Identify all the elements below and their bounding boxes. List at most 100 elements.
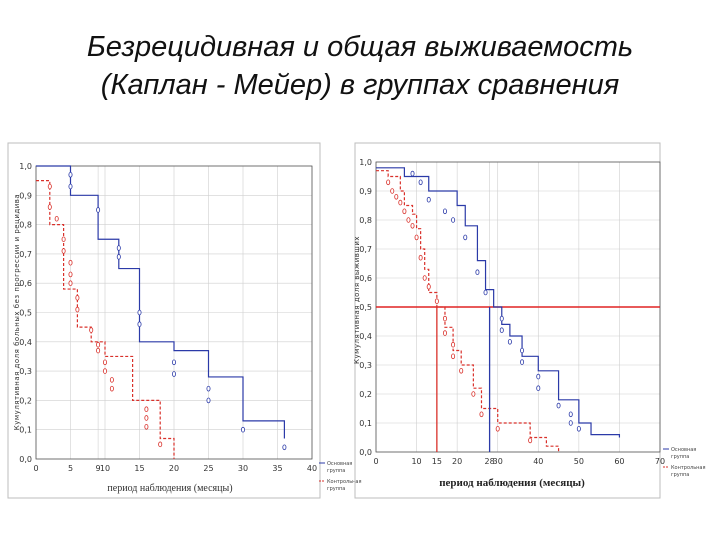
- slide-title: Безрецидивная и общая выживаемость (Капл…: [0, 28, 720, 104]
- series-line-main-group: [36, 165, 285, 439]
- y-tick-label: 0,6: [19, 279, 32, 288]
- y-tick-label: 0,7: [19, 250, 32, 259]
- censor-mark: [475, 269, 480, 276]
- x-tick-label: 9: [96, 464, 101, 473]
- y-tick-label: 0,5: [19, 309, 32, 318]
- x-axis-label: период наблюдения (месяцы): [439, 477, 585, 489]
- legend-label: Контрольная: [671, 465, 706, 471]
- censor-mark: [61, 248, 66, 254]
- censor-mark: [75, 295, 80, 301]
- censor-mark: [536, 385, 541, 392]
- legend-label: группа: [671, 454, 689, 460]
- censor-mark: [576, 425, 581, 432]
- y-tick-label: 0,0: [359, 448, 372, 457]
- censor-mark: [116, 254, 121, 260]
- censor-mark: [471, 391, 476, 397]
- censor-mark: [536, 373, 541, 380]
- censor-mark: [171, 371, 176, 377]
- censor-mark: [528, 437, 533, 444]
- x-tick-label: 40: [533, 457, 543, 466]
- censor-mark: [61, 236, 66, 243]
- x-tick-label: 28: [485, 457, 495, 466]
- series-line-control-group: [36, 180, 175, 459]
- y-tick-label: 0,8: [19, 221, 32, 230]
- legend-label: Контрольная: [327, 479, 362, 485]
- y-tick-label: 1,0: [359, 158, 372, 167]
- censor-mark: [410, 170, 415, 177]
- legend-label: Основная: [327, 461, 352, 467]
- slide-title-line-2: (Каплан - Мейер) в группах сравнения: [100, 69, 620, 101]
- censor-mark: [442, 315, 447, 322]
- slide-title-line-1: Безрецидивная и общая выживаемость: [86, 31, 634, 63]
- x-tick-label: 50: [574, 457, 584, 466]
- x-tick-label: 15: [432, 457, 442, 466]
- censor-mark: [390, 188, 395, 194]
- censor-mark: [499, 315, 504, 322]
- censor-mark: [398, 199, 403, 206]
- x-tick-label: 35: [272, 464, 282, 473]
- x-tick-label: 25: [203, 464, 213, 473]
- x-tick-label: 40: [307, 464, 317, 473]
- x-tick-label: 20: [452, 457, 462, 466]
- chart-2: 0,0 0,1 0,2 0,3 0,4 0,5 0,6 0,7 0,8 0,9 1,0 0 10 15 20…: [353, 142, 706, 499]
- chart-1: 0,0 0,1 0,2 0,3 0,4 0,5 0,6 0,7 0,8 0,9 1,0 0 5 9 10 15…: [7, 142, 362, 499]
- y-tick-label: 0,9: [19, 191, 32, 200]
- censor-mark: [96, 341, 101, 348]
- chart-panel-frame: [354, 142, 661, 499]
- x-tick-label: 10: [100, 464, 110, 473]
- x-axis-label: период наблюдения (месяцы): [107, 483, 232, 494]
- censor-mark: [54, 215, 59, 222]
- censor-mark: [459, 367, 464, 374]
- censor-mark: [89, 327, 94, 333]
- censor-mark: [568, 411, 573, 418]
- x-tick-label: 15: [134, 464, 144, 473]
- censor-mark: [144, 406, 149, 412]
- censor-mark: [442, 208, 447, 215]
- y-tick-label: 0,0: [19, 455, 32, 464]
- censor-mark: [434, 298, 439, 305]
- censor-mark: [240, 426, 245, 433]
- censor-mark: [103, 359, 108, 366]
- chart-panel-frame: [7, 142, 321, 499]
- y-tick-label: 0,8: [359, 216, 372, 225]
- censor-mark: [414, 234, 419, 241]
- y-tick-label: 0,5: [359, 303, 372, 312]
- censor-mark: [495, 425, 500, 432]
- censor-mark: [144, 415, 149, 421]
- censor-mark: [116, 245, 121, 251]
- censor-mark: [410, 223, 415, 229]
- y-tick-label: 0,6: [359, 274, 372, 283]
- y-tick-label: 0,3: [359, 361, 372, 370]
- y-tick-label: 0,2: [359, 390, 372, 399]
- censor-mark: [483, 289, 488, 296]
- censor-mark: [451, 217, 456, 223]
- censor-mark: [402, 208, 407, 215]
- y-tick-label: 0,4: [19, 338, 32, 347]
- censor-mark: [394, 194, 399, 200]
- censor-mark: [507, 338, 512, 345]
- censor-mark: [426, 196, 431, 203]
- legend-label: группа: [327, 468, 345, 474]
- censor-mark: [520, 359, 525, 365]
- x-tick-label: 5: [68, 464, 73, 473]
- censor-mark: [206, 385, 211, 392]
- y-tick-label: 0,9: [359, 187, 372, 196]
- censor-mark: [137, 321, 142, 328]
- censor-mark: [68, 280, 73, 287]
- censor-mark: [463, 234, 468, 241]
- series-line-main-group: [376, 167, 621, 438]
- y-tick-label: 0,1: [359, 419, 372, 428]
- censor-mark: [109, 377, 114, 383]
- y-tick-label: 0,1: [19, 426, 32, 435]
- censor-mark: [68, 271, 73, 278]
- censor-mark: [282, 444, 287, 451]
- x-tick-label: 70: [655, 457, 665, 466]
- censor-mark: [442, 330, 447, 336]
- y-axis-label: Кумулятивная доля выживших: [353, 236, 361, 364]
- legend-label: группа: [671, 472, 689, 478]
- censor-mark: [418, 179, 423, 186]
- censor-mark: [137, 309, 142, 316]
- legend-label: группа: [327, 486, 345, 492]
- y-tick-label: 0,3: [19, 367, 32, 376]
